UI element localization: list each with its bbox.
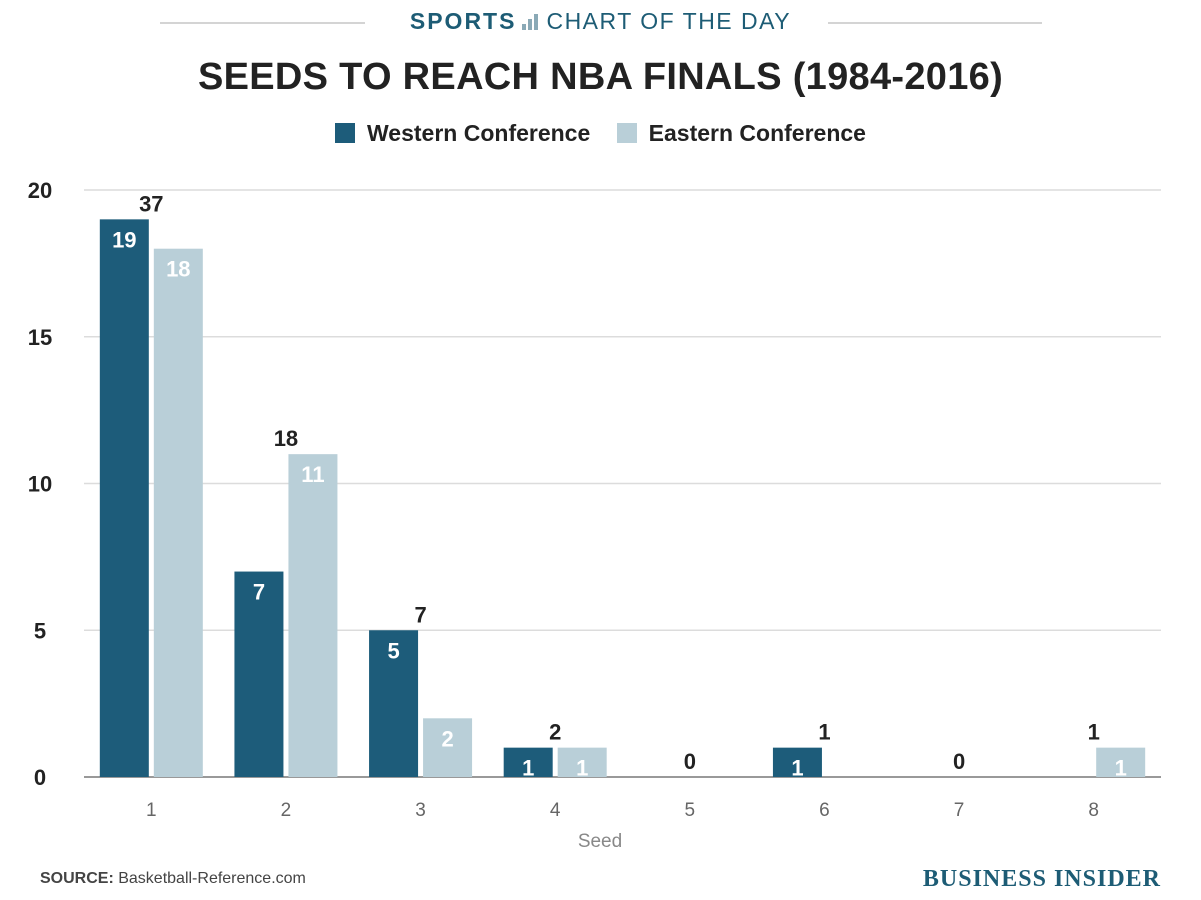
bar-western <box>772 747 822 777</box>
x-tick-label: 6 <box>819 800 830 821</box>
bar-western <box>503 747 553 777</box>
x-tick-label: 5 <box>685 800 696 821</box>
bar-western <box>234 571 284 777</box>
source-text: Basketball-Reference.com <box>118 870 306 887</box>
banner-rule-right <box>828 22 1042 24</box>
legend-swatch-eastern <box>616 123 637 143</box>
banner-chart-of-the-day: CHART OF THE DAY <box>546 8 792 34</box>
bar-eastern <box>1096 747 1146 777</box>
bar-western <box>99 219 149 778</box>
total-label: 1 <box>818 720 830 745</box>
y-tick-label: 10 <box>28 472 52 497</box>
y-tick-label: 15 <box>28 325 52 350</box>
bar-value-label: 19 <box>112 227 136 252</box>
x-tick-label: 4 <box>550 800 561 821</box>
source-label: SOURCE: <box>40 870 114 887</box>
source-note: SOURCE: Basketball-Reference.com <box>40 870 306 888</box>
x-tick-label: 1 <box>146 800 157 821</box>
legend-label-western: Western Conference <box>367 120 591 146</box>
bar-value-label: 1 <box>522 756 534 781</box>
legend-item-western: Western Conference <box>335 120 590 147</box>
total-label: 2 <box>549 720 561 745</box>
total-label: 37 <box>139 191 163 216</box>
bar-eastern <box>288 454 338 777</box>
y-tick-label: 5 <box>34 618 46 643</box>
x-axis-label: Seed <box>578 831 622 852</box>
bar-value-label: 11 <box>301 462 324 487</box>
bar-eastern <box>423 718 473 777</box>
bar-chart-icon <box>522 12 542 30</box>
chart-of-the-day-banner: SPORTS CHART OF THE DAY <box>0 4 1201 38</box>
bar-value-label: 18 <box>166 257 190 282</box>
x-tick-label: 8 <box>1088 800 1099 821</box>
bar-value-label: 5 <box>387 638 399 663</box>
banner-text: SPORTS CHART OF THE DAY <box>0 4 1201 38</box>
legend: Western Conference Eastern Conference <box>0 120 1201 147</box>
x-tick-label: 7 <box>954 800 965 821</box>
legend-label-eastern: Eastern Conference <box>648 120 866 146</box>
y-axis-ticks: 0 5 10 15 20 <box>28 178 52 790</box>
total-label: 1 <box>1088 720 1100 745</box>
x-tick-label: 3 <box>415 800 426 821</box>
bar-value-label: 1 <box>791 756 803 781</box>
bar-value-label: 1 <box>576 756 588 781</box>
legend-swatch-western <box>335 123 356 143</box>
bar-value-label: 7 <box>253 580 265 605</box>
total-label: 0 <box>953 749 965 774</box>
banner-sports: SPORTS <box>409 8 517 34</box>
y-tick-label: 20 <box>28 178 52 203</box>
y-tick-label: 0 <box>34 765 46 790</box>
legend-item-eastern: Eastern Conference <box>616 120 866 147</box>
total-label: 0 <box>684 749 696 774</box>
chart-title: SEEDS TO REACH NBA FINALS (1984-2016) <box>197 56 1004 98</box>
total-label: 18 <box>274 426 298 451</box>
x-axis-ticks: 1 2 3 4 5 6 7 8 <box>146 800 1099 821</box>
bar-western <box>369 630 419 777</box>
business-insider-logo: BUSINESS INSIDER <box>922 866 1161 892</box>
banner-rule-left <box>160 22 365 24</box>
total-label: 7 <box>414 602 426 627</box>
bar-value-label: 2 <box>441 726 453 751</box>
x-tick-label: 2 <box>281 800 292 821</box>
bar-eastern <box>153 248 203 777</box>
bar-eastern <box>557 747 607 777</box>
bar-value-label: 1 <box>1115 756 1127 781</box>
